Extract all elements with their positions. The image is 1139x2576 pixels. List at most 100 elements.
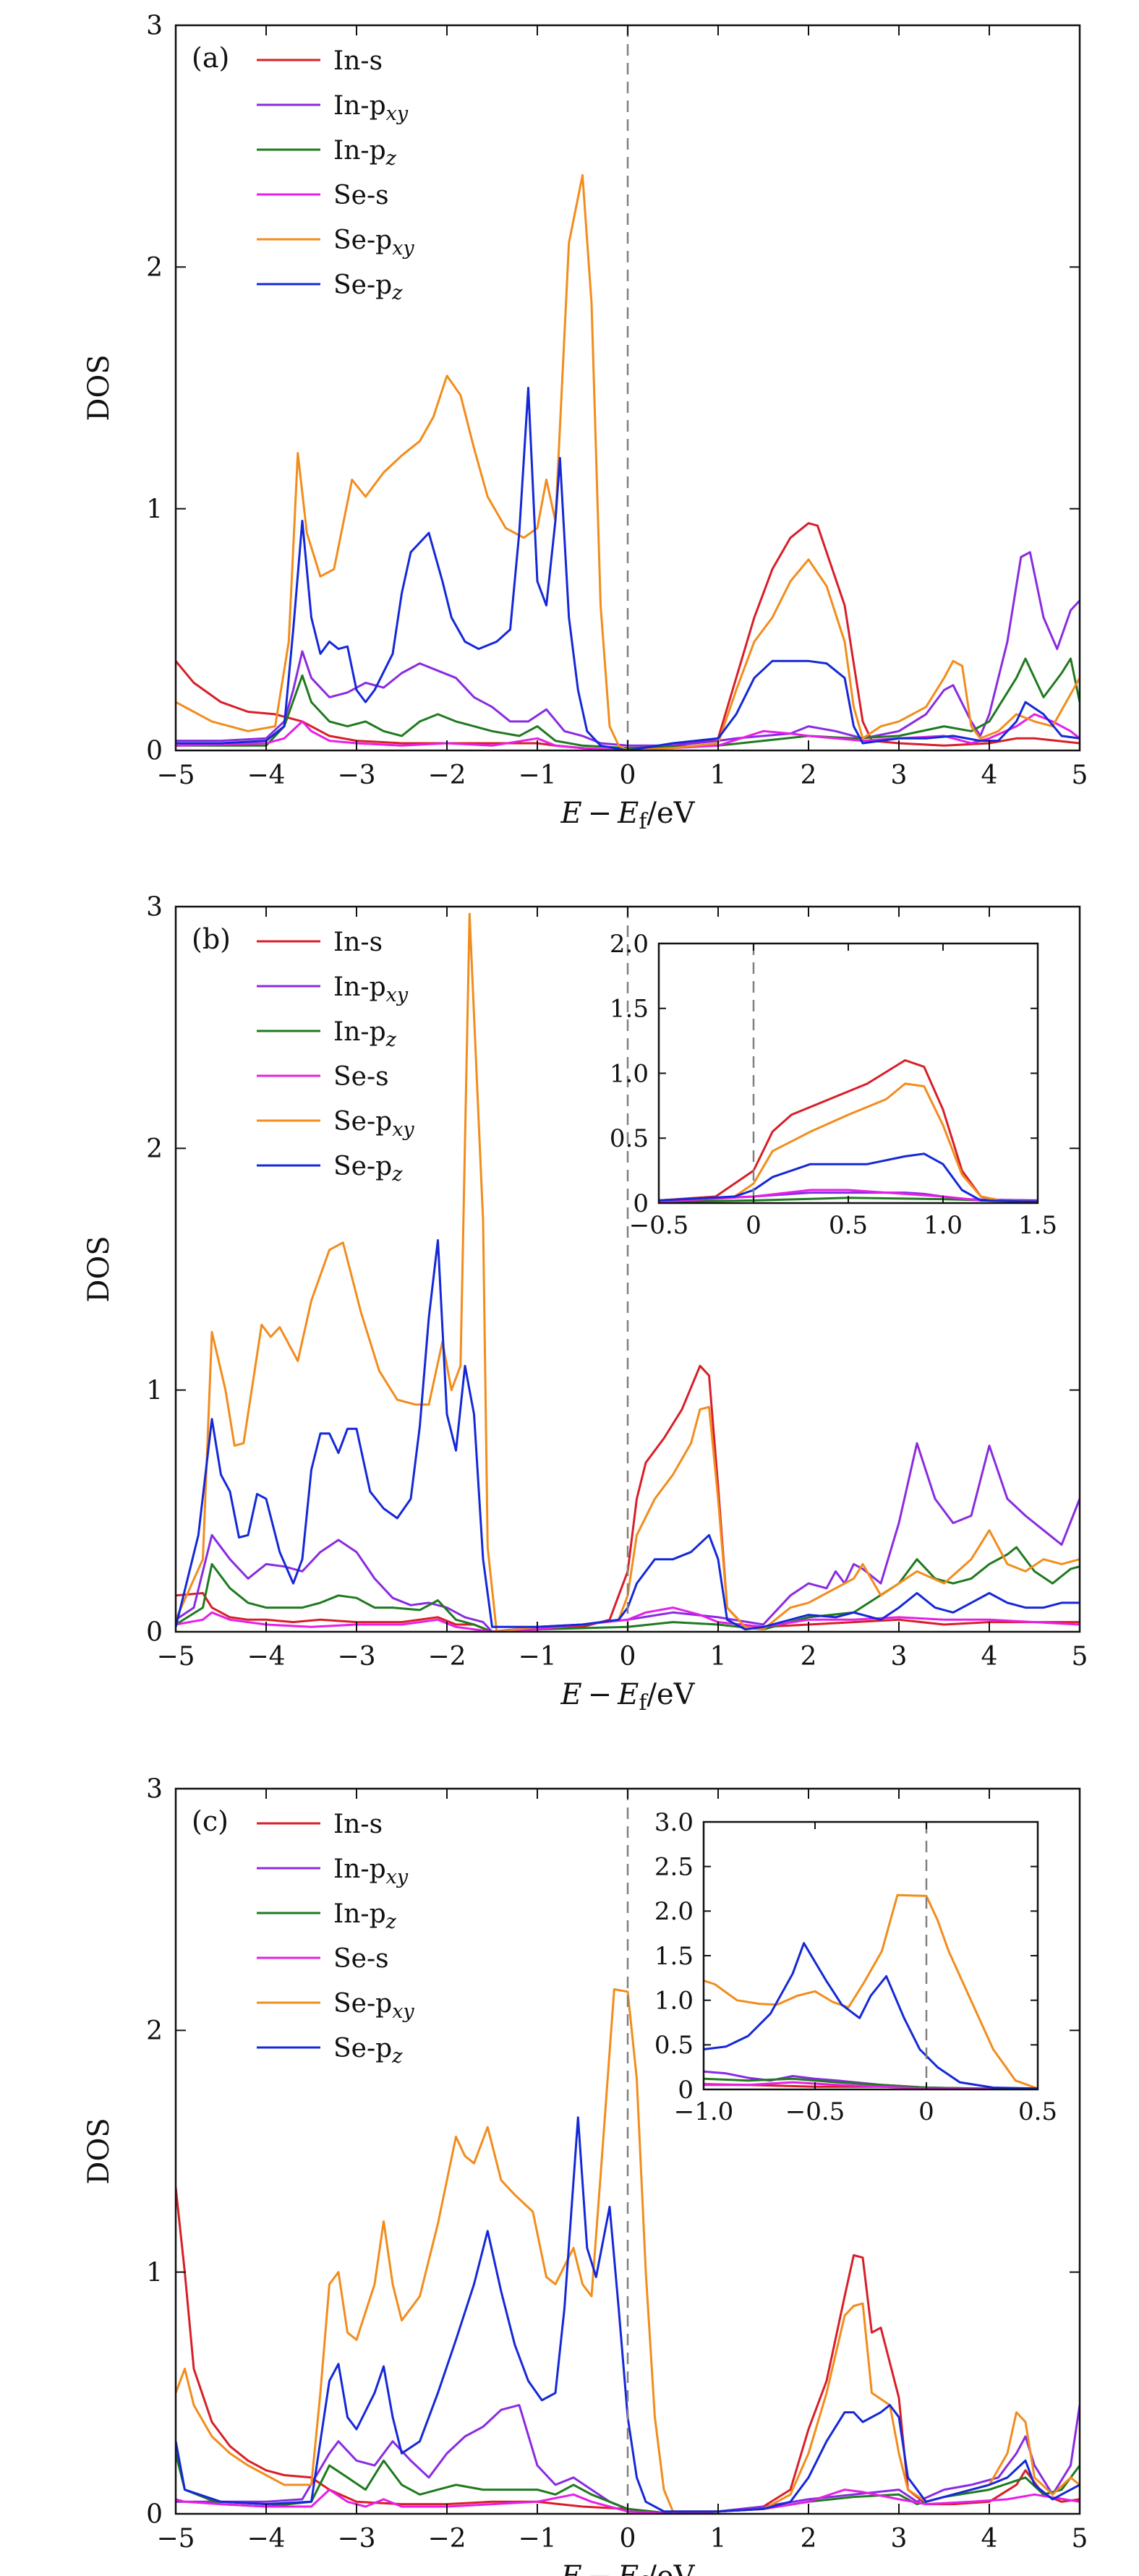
panel-a-ytick-label: 3 xyxy=(146,12,163,41)
panel-b-inset-xtick-label: 1.5 xyxy=(1018,1211,1057,1240)
panel-b-series-in-pxy xyxy=(176,1442,1080,1632)
panel-a-ylabel: DOS xyxy=(82,354,116,421)
panel-a-legend: In-s In-pxy In-pz Se-s Se-pxy Se-pz xyxy=(257,46,414,304)
panel-b-xtick-label: 1 xyxy=(710,1642,727,1672)
panel-c-xtick-label: −5 xyxy=(156,2524,195,2554)
panel-b-legend-label: In-pz xyxy=(333,1017,397,1051)
panel-a-xtick-label: −5 xyxy=(156,761,195,790)
panel-c-xtick-label: −2 xyxy=(427,2524,466,2554)
panel-b-inset-xtick-label: 0.5 xyxy=(829,1211,868,1240)
panel-c-series-se-s xyxy=(176,2489,1080,2514)
panel-c-legend-label: In-pxy xyxy=(333,1854,409,1888)
panel-b-inset-ytick-label: 1.5 xyxy=(610,995,649,1024)
panel-b-legend-label: In-s xyxy=(333,928,383,957)
panel-c-xtick-label: −3 xyxy=(337,2524,375,2554)
panel-a-legend-label: Se-s xyxy=(333,181,389,210)
panel-a-legend-label: Se-pz xyxy=(333,270,403,304)
panel-c-series-se-pz xyxy=(176,2116,1080,2513)
panel-c-xtick-label: 0 xyxy=(620,2524,636,2554)
panel-b-xtick-label: −5 xyxy=(156,1642,195,1672)
panel-a-ytick-label: 2 xyxy=(146,253,163,283)
panel-b-inset-xtick-label: −0.5 xyxy=(629,1211,689,1240)
panel-a-legend-label: In-pxy xyxy=(333,91,409,125)
panel-b-ytick-label: 0 xyxy=(146,1618,163,1648)
panel-c-legend-label: Se-s xyxy=(333,1944,389,1974)
panel-c-legend-label: In-s xyxy=(333,1810,383,1839)
panel-c-inset-bg xyxy=(704,1822,1038,2089)
panel-c-legend: In-s In-pxy In-pz Se-s Se-pxy Se-pz xyxy=(257,1810,414,2068)
panel-c-inset-series-se-pxy xyxy=(704,1894,1038,2089)
panel-c-inset-xtick-label: −0.5 xyxy=(785,2097,845,2126)
panel-b-xtick-label: −3 xyxy=(337,1642,375,1672)
panel-b-series-se-pz xyxy=(176,1238,1080,1631)
panel-a-xtick-label: 2 xyxy=(801,761,817,790)
panel-b-inset-xtick-label: 0 xyxy=(746,1211,762,1240)
panel-c-inset-ytick-label: 1.5 xyxy=(654,1942,694,1971)
panel-a-legend-label: In-s xyxy=(333,46,383,76)
panel-c-inset-ytick-label: 2.0 xyxy=(654,1897,694,1926)
panel-a-legend-label: In-pz xyxy=(333,136,397,170)
panel-c-ytick-label: 1 xyxy=(146,2258,163,2288)
panel-c-inset: −1.0 −0.5 0 0.5 0 0.5 1.0 1.5 2.0 2.5 3.0 xyxy=(654,1808,1057,2126)
panel-a-series-in-pz xyxy=(176,657,1080,750)
panel-b-ytick-label: 1 xyxy=(146,1376,163,1405)
panel-c-inset-xtick-label: 0.5 xyxy=(1018,2097,1057,2126)
panel-b-xtick-label: 2 xyxy=(801,1642,817,1672)
panel-a-xtick-label: −4 xyxy=(247,761,285,790)
panel-a-xlabel: E − Ef/eV xyxy=(560,797,695,834)
panel-b-xtick-label: 0 xyxy=(620,1642,636,1672)
panel-a-series-se-pz xyxy=(176,387,1080,750)
panel-b-inset-series-se-pxy xyxy=(659,1082,1038,1203)
panel-c-ylabel: DOS xyxy=(82,2118,116,2184)
panel-b-xtick-label: 5 xyxy=(1072,1642,1088,1672)
panel-a-xtick-label: 0 xyxy=(620,761,636,790)
panel-b-ytick-label: 3 xyxy=(146,893,163,923)
panel-b-xtick-label: 4 xyxy=(981,1642,998,1672)
panel-c-inset-xtick-label: 0 xyxy=(918,2097,934,2126)
panel-c-lines xyxy=(176,1988,1080,2514)
panel-b-inset-series-se-s xyxy=(659,1189,1038,1203)
panel-a-ytick-label: 0 xyxy=(146,737,163,766)
panel-c-inset-ytick-label: 1.0 xyxy=(654,1987,694,2016)
panel-c-inset-ytick-label: 2.5 xyxy=(654,1853,694,1882)
panel-c-ytick-label: 0 xyxy=(146,2500,163,2530)
panel-c-xtick-label: 5 xyxy=(1072,2524,1088,2554)
panel-b-xtick-label: 3 xyxy=(891,1642,908,1672)
panel-b-tag: (b) xyxy=(192,923,231,955)
panel-c-xtick-label: 1 xyxy=(710,2524,727,2554)
panel-c-series-se-pxy xyxy=(176,1988,1080,2513)
panel-a-xtick-label: 3 xyxy=(891,761,908,790)
panel-c-inset-ytick-label: 3.0 xyxy=(654,1808,694,1837)
panel-a-legend-label: Se-pxy xyxy=(333,226,414,260)
panel-b-ytick-label: 2 xyxy=(146,1134,163,1164)
panel-b-inset-ytick-label: 1.0 xyxy=(610,1059,649,1088)
panel-a-xtick-label: 4 xyxy=(981,761,998,790)
panel-c-tag: (c) xyxy=(192,1805,229,1837)
panel-b-legend-label: In-pxy xyxy=(333,972,409,1006)
panel-a-series-in-s xyxy=(176,522,1080,750)
panel-b-inset: −0.5 0 0.5 1.0 1.500.51.01.52.0 xyxy=(610,930,1057,1240)
panel-a-tag: (a) xyxy=(192,42,229,74)
panel-b-legend-label: Se-s xyxy=(333,1062,389,1092)
panel-c-xtick-label: 3 xyxy=(891,2524,908,2554)
panel-a-series-se-pxy xyxy=(176,174,1080,750)
panel-a-xtick-label: −3 xyxy=(337,761,375,790)
panel-c-legend-label: In-pz xyxy=(333,1899,397,1933)
panel-c-xtick-label: −1 xyxy=(518,2524,556,2554)
panel-c-inset-xtick-label: −1.0 xyxy=(674,2097,734,2126)
panel-b-legend-label: Se-pxy xyxy=(333,1107,414,1141)
panel-c-ytick-label: 3 xyxy=(146,1775,163,1805)
panel-c-xlabel: E − Ef/eV xyxy=(560,2560,695,2576)
panel-c-inset-ytick-label: 0 xyxy=(678,2076,694,2105)
panel-b-ylabel: DOS xyxy=(82,1236,116,1302)
panel-b-xlabel: E − Ef/eV xyxy=(560,1678,695,1716)
panel-c-inset-ytick-label: 0.5 xyxy=(654,2031,694,2060)
panel-a-xtick-label: 1 xyxy=(710,761,727,790)
panel-b-xtick-label: −2 xyxy=(427,1642,466,1672)
panel-c-xtick-label: 2 xyxy=(801,2524,817,2554)
panel-b-inset-ytick-label: 0 xyxy=(633,1189,649,1218)
panel-a-xtick-label: 5 xyxy=(1072,761,1088,790)
panel-c-xtick-label: 4 xyxy=(981,2524,998,2554)
